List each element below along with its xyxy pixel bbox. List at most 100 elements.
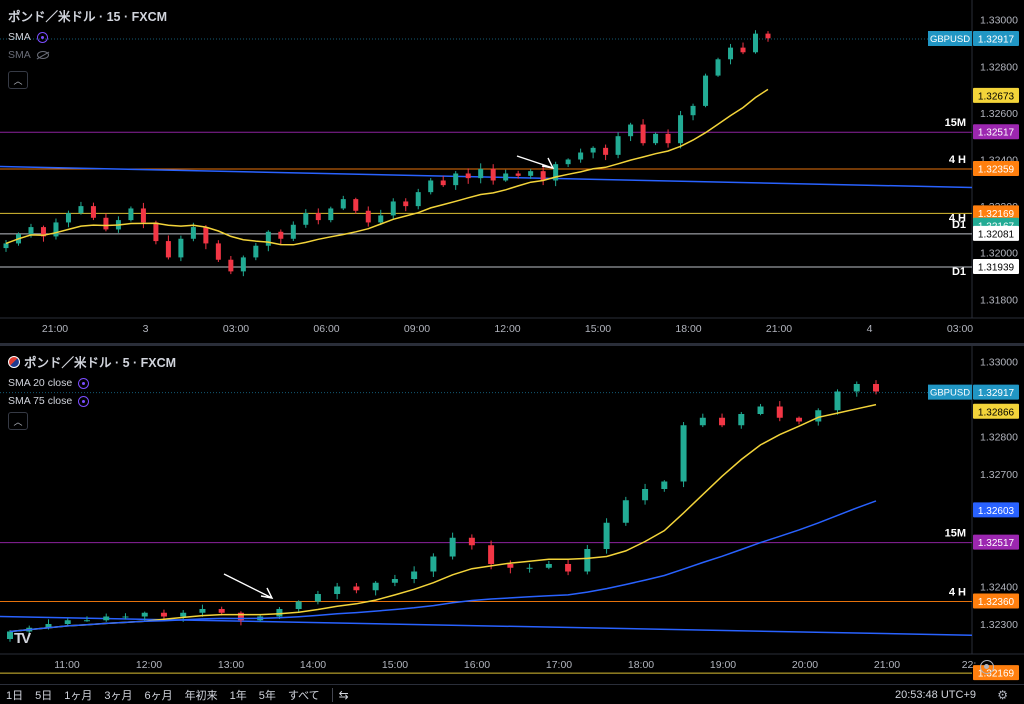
candle [615,136,621,155]
indicator-sma-1[interactable]: SMA [8,31,167,43]
range-5y[interactable]: 5年 [258,689,276,702]
candle [440,180,446,186]
candle [314,594,321,602]
candle [365,210,371,223]
range-ytd[interactable]: 年初来 [184,689,218,702]
chart-title: ポンド／米ドル · 15 · FXCM [8,10,168,24]
candle [853,384,860,392]
candle [3,243,9,249]
candle [765,33,771,39]
price-label-text: 1.32517 [978,538,1015,549]
candle [728,47,734,60]
indicator-icon[interactable] [36,31,48,43]
y-tick-label: 1.32400 [980,582,1018,594]
tradingview-logo[interactable]: TV [14,630,31,647]
indicator-icon[interactable] [78,395,90,407]
candle [315,213,321,221]
price-label [973,534,1019,550]
candle [603,147,609,155]
price-label [973,87,1019,103]
indicator-sma20[interactable]: SMA 20 close [8,377,176,389]
range-3m[interactable]: 3ヶ月 [104,689,133,702]
x-tick-label: 03:00 [223,323,249,335]
candle [295,601,302,609]
y-tick-label: 1.32700 [980,469,1018,481]
chart-title-row: ポンド／米ドル · 5 · FXCM [8,352,176,371]
candle [430,556,437,572]
indicator-sma-2[interactable]: SMA [8,49,167,61]
x-tick-label: 21:00 [874,659,900,671]
trend-line [0,615,973,636]
price-label [973,258,1019,274]
pane-divider[interactable] [0,343,1024,346]
price-label-text: 1.32360 [978,597,1015,608]
x-tick-label: 15:00 [382,659,408,671]
x-tick-label: 21:00 [766,323,792,335]
hidden-eye-icon[interactable] [36,51,49,59]
level-tag: 4 H [949,212,966,224]
candle [64,620,71,624]
range-all[interactable]: すべて [287,689,320,702]
range-6m[interactable]: 6ヶ月 [144,689,173,702]
indicator-icon[interactable] [78,377,90,389]
candle [237,612,244,621]
level-tag: D1 [952,266,966,278]
y-tick-label: 1.32800 [980,61,1018,73]
candle [40,227,46,237]
x-tick-label: 17:00 [546,659,572,671]
range-1y[interactable]: 1年 [229,689,247,702]
symbol-tag-label: GBPUSD [930,388,970,399]
price-chart-5m[interactable]: 1.33000 1.32800 1.32700 1.32400 1.32300 11:00… [0,346,1024,684]
clock[interactable]: 20:53:48 UTC+9 [894,688,976,701]
candle [328,208,334,221]
price-label-text: 1.32917 [978,35,1015,46]
candle [165,241,171,258]
candle [215,243,221,260]
x-tick-label: 3 [143,323,149,335]
candle [628,124,634,137]
candle [640,124,646,144]
candle [153,222,159,242]
candle [140,208,146,223]
sma-line [5,88,769,246]
candle [873,384,879,392]
candle [228,259,234,272]
candle [578,152,584,160]
x-tick-label: 14:00 [300,659,326,671]
calendar-range-icon[interactable]: ⇆ [338,687,349,702]
price-label [973,124,1019,140]
x-tick-label: 11:00 [54,659,80,671]
level-tag: D1 [952,219,966,231]
symbol-tag [928,384,972,400]
candle [178,238,184,258]
price-label-text: 1.32081 [978,229,1015,240]
chevron-up-icon[interactable]: ︿ [8,412,28,430]
price-chart-15m[interactable]: 1.330001.328001.326001.324001.322001.320… [0,0,1024,343]
candle [642,489,649,501]
candle [7,631,13,639]
price-label-text: 1.31939 [978,262,1015,273]
range-1d[interactable]: 1日 [6,689,24,702]
chart-pane-5m[interactable]: 1.33000 1.32800 1.32700 1.32400 1.32300 11:00… [0,346,1024,684]
arrow-annotation [516,155,555,169]
candle [199,609,206,613]
candle [757,406,764,414]
candle [180,612,187,617]
legend-15m: ポンド／米ドル · 15 · FXCM SMA SMA [8,6,167,61]
candle [449,537,456,557]
gear-icon[interactable]: ⚙ [997,687,1008,702]
chart-pane-15m[interactable]: 1.330001.328001.326001.324001.322001.320… [0,0,1024,343]
candle [740,47,746,53]
gear-icon[interactable] [980,660,994,674]
sma75-line [9,500,877,633]
candle [699,417,706,426]
indicator-sma75[interactable]: SMA 75 close [8,395,176,407]
chevron-up-icon[interactable]: ︿ [8,71,28,89]
range-5d[interactable]: 5日 [35,689,53,702]
candle [411,571,418,579]
range-1m[interactable]: 1ヶ月 [64,689,93,702]
candle [428,180,434,193]
x-tick-label: 19:00 [710,659,736,671]
candle [353,199,359,211]
candle [753,33,759,53]
